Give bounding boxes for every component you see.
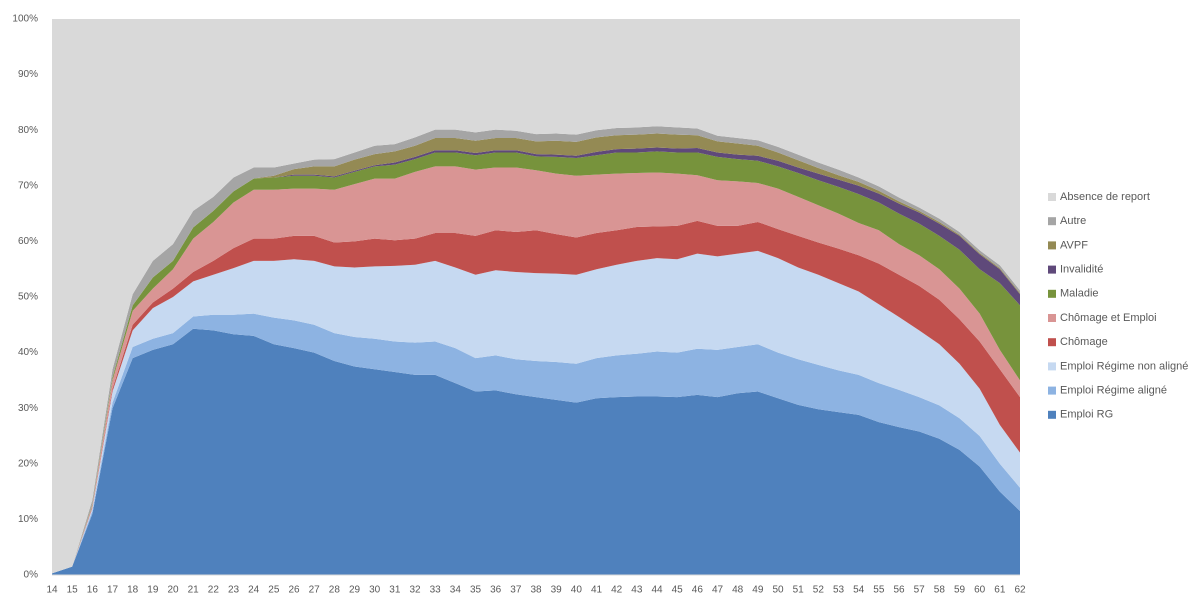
legend-label: Emploi RG <box>1060 409 1113 421</box>
x-tick-label: 52 <box>813 585 825 596</box>
x-tick-label: 46 <box>692 585 704 596</box>
x-tick-label: 37 <box>510 585 522 596</box>
x-tick-label: 60 <box>974 585 986 596</box>
legend-swatch <box>1048 241 1056 250</box>
x-tick-label: 24 <box>248 585 260 596</box>
y-tick-label: 100% <box>12 14 38 25</box>
x-tick-label: 21 <box>188 585 200 596</box>
legend-label: AVPF <box>1060 239 1088 251</box>
x-tick-label: 28 <box>329 585 341 596</box>
x-tick-label: 57 <box>914 585 926 596</box>
x-tick-label: 55 <box>873 585 885 596</box>
legend-swatch <box>1048 217 1056 226</box>
legend-label: Emploi Régime aligné <box>1060 385 1167 397</box>
x-tick-label: 39 <box>551 585 563 596</box>
x-tick-label: 53 <box>833 585 845 596</box>
x-tick-label: 35 <box>470 585 482 596</box>
x-tick-label: 31 <box>389 585 401 596</box>
x-tick-label: 56 <box>893 585 905 596</box>
area <box>52 313 1020 574</box>
legend-label: Chômage et Emploi <box>1060 312 1157 324</box>
x-tick-label: 62 <box>1014 585 1026 596</box>
y-tick-label: 80% <box>18 125 38 136</box>
area <box>52 328 1020 575</box>
x-tick-label: 41 <box>591 585 603 596</box>
legend-swatch <box>1048 362 1056 371</box>
x-tick-label: 42 <box>611 585 623 596</box>
x-tick-label: 38 <box>530 585 542 596</box>
x-tick-label: 47 <box>712 585 724 596</box>
x-tick-label: 20 <box>167 585 179 596</box>
legend-label: Chômage <box>1060 336 1108 348</box>
y-tick-label: 20% <box>18 458 38 469</box>
x-tick-label: 49 <box>752 585 764 596</box>
x-tick-label: 45 <box>672 585 684 596</box>
y-tick-label: 40% <box>18 347 38 358</box>
axes: 0% 10% 20% 30% 40% 50% 60% 70% 80% 90% 100% 14 15 16 1… <box>12 14 1026 596</box>
x-tick-label: 58 <box>934 585 946 596</box>
x-tick-label: 15 <box>67 585 79 596</box>
y-tick-label: 0% <box>24 570 39 581</box>
x-tick-label: 36 <box>490 585 502 596</box>
x-tick-label: 34 <box>450 585 462 596</box>
x-tick-label: 40 <box>571 585 583 596</box>
area <box>52 19 1020 574</box>
x-tick-label: 44 <box>651 585 663 596</box>
y-tick-label: 30% <box>18 403 38 414</box>
x-tick-label: 22 <box>208 585 220 596</box>
x-tick-label: 32 <box>409 585 421 596</box>
x-tick-label: 17 <box>107 585 119 596</box>
x-tick-label: 54 <box>853 585 865 596</box>
x-tick-label: 51 <box>793 585 805 596</box>
x-tick-label: 48 <box>732 585 744 596</box>
legend-swatch <box>1048 410 1056 419</box>
legend-label: Invalidité <box>1060 264 1103 276</box>
x-tick-label: 14 <box>46 585 58 596</box>
y-tick-label: 60% <box>18 236 38 247</box>
legend-swatch <box>1048 386 1056 395</box>
x-tick-label: 19 <box>147 585 159 596</box>
x-tick-label: 59 <box>954 585 966 596</box>
x-tick-label: 61 <box>994 585 1006 596</box>
legend: Absence de report Autre AVPF Invalidité Mala… <box>1048 191 1188 421</box>
x-tick-label: 25 <box>268 585 280 596</box>
plot-area <box>52 19 1020 575</box>
x-tick-label: 43 <box>631 585 643 596</box>
legend-label: Maladie <box>1060 288 1099 300</box>
x-tick-label: 16 <box>87 585 99 596</box>
legend-swatch <box>1048 338 1056 347</box>
legend-label: Autre <box>1060 215 1086 227</box>
x-tick-label: 18 <box>127 585 139 596</box>
area <box>52 250 1020 574</box>
legend-swatch <box>1048 314 1056 322</box>
y-tick-label: 70% <box>18 180 38 191</box>
x-tick-label: 29 <box>349 585 361 596</box>
x-tick-label: 50 <box>772 585 784 596</box>
legend-swatch <box>1048 289 1056 298</box>
x-tick-label: 27 <box>309 585 321 596</box>
y-tick-label: 90% <box>18 69 38 80</box>
legend-label: Absence de report <box>1060 191 1150 203</box>
y-tick-label: 50% <box>18 292 38 303</box>
y-tick-label: 10% <box>18 514 38 525</box>
legend-label: Emploi Régime non aligné <box>1060 360 1188 372</box>
x-tick-label: 23 <box>228 585 240 596</box>
x-tick-label: 26 <box>288 585 300 596</box>
legend-swatch <box>1048 193 1056 201</box>
legend-swatch <box>1048 265 1056 274</box>
x-tick-label: 30 <box>369 585 381 596</box>
x-tick-label: 33 <box>430 585 442 596</box>
